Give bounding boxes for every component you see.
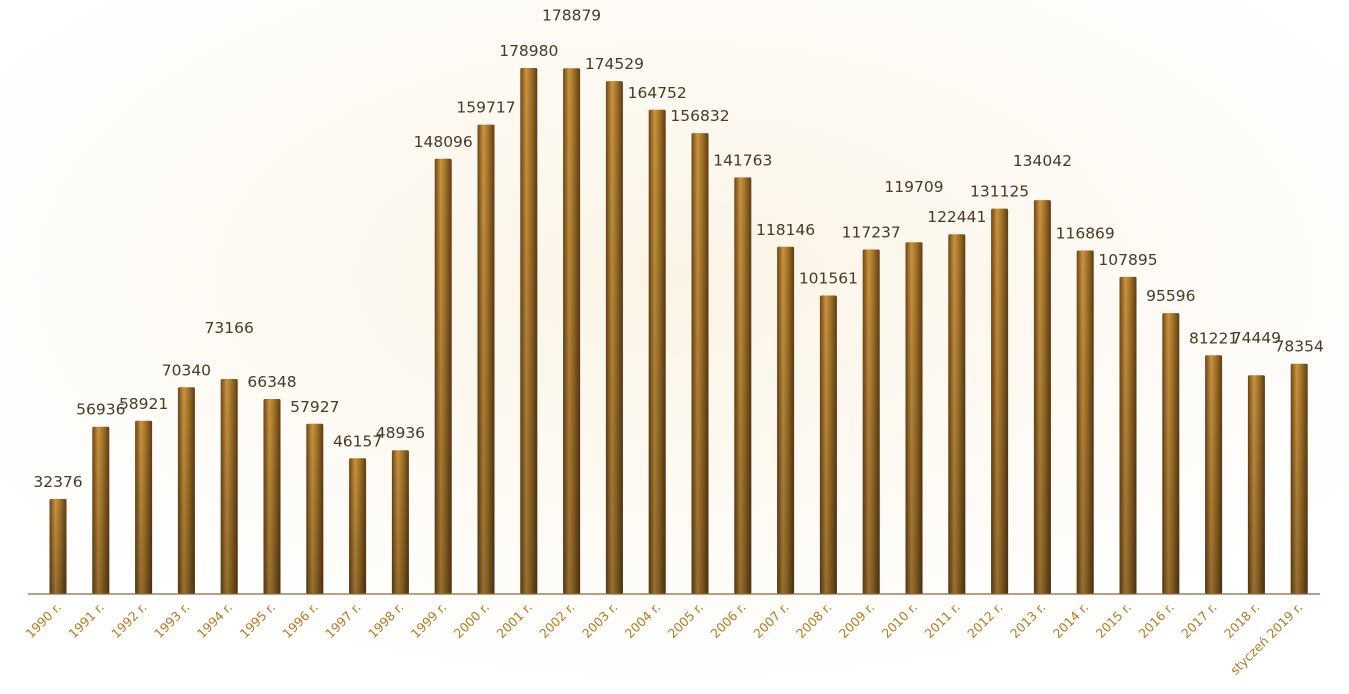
value-label-9: 148096 xyxy=(414,133,473,151)
value-label-4: 73166 xyxy=(205,319,254,337)
value-label-22: 131125 xyxy=(970,183,1029,201)
bar-shade-4 xyxy=(220,379,238,594)
bar-shade-20 xyxy=(905,242,923,594)
bar-shade-11 xyxy=(520,68,538,594)
value-label-12: 178879 xyxy=(542,6,601,24)
value-label-3: 70340 xyxy=(162,361,211,379)
bar-shade-5 xyxy=(263,399,281,594)
value-label-28: 74449 xyxy=(1232,329,1281,347)
bar-shade-3 xyxy=(177,387,195,594)
bar-shade-14 xyxy=(648,109,666,595)
value-label-15: 156832 xyxy=(670,107,729,125)
value-label-5: 66348 xyxy=(247,373,296,391)
value-label-8: 48936 xyxy=(376,424,425,442)
bar-shade-28 xyxy=(1247,375,1265,594)
value-label-21: 122441 xyxy=(927,208,986,226)
bar-shade-18 xyxy=(819,295,837,594)
bar-shade-22 xyxy=(991,208,1009,594)
value-label-17: 118146 xyxy=(756,221,815,239)
value-label-27: 81221 xyxy=(1189,329,1238,347)
value-label-0: 32376 xyxy=(33,473,82,491)
value-label-1: 56936 xyxy=(76,401,125,419)
value-label-7: 46157 xyxy=(333,432,382,450)
bar-shade-7 xyxy=(349,458,367,594)
value-label-11: 178980 xyxy=(499,42,558,60)
value-label-24: 116869 xyxy=(1056,225,1115,243)
bar-shade-23 xyxy=(1033,200,1051,594)
bar-shade-17 xyxy=(777,246,795,595)
value-label-25: 107895 xyxy=(1098,251,1157,269)
bar-shade-10 xyxy=(477,124,495,594)
value-label-16: 141763 xyxy=(713,151,772,169)
value-label-26: 95596 xyxy=(1146,287,1195,305)
value-label-20: 119709 xyxy=(884,178,943,196)
value-label-10: 159717 xyxy=(456,99,515,117)
bar-shade-0 xyxy=(49,498,67,594)
bar-shade-19 xyxy=(862,249,880,594)
bar-series xyxy=(49,68,1308,595)
bar-shade-2 xyxy=(135,420,153,594)
value-label-13: 174529 xyxy=(585,55,644,73)
value-label-6: 57927 xyxy=(290,398,339,416)
value-label-29: 78354 xyxy=(1275,338,1324,356)
bar-shade-25 xyxy=(1119,276,1137,594)
value-label-19: 117237 xyxy=(842,224,901,242)
bar-shade-21 xyxy=(948,234,966,594)
bar-shade-9 xyxy=(434,158,452,595)
value-label-14: 164752 xyxy=(628,84,687,102)
bar-shade-27 xyxy=(1205,355,1223,594)
bar-shade-8 xyxy=(391,450,409,594)
bar-shade-29 xyxy=(1290,363,1308,594)
bar-shade-26 xyxy=(1162,313,1180,594)
bar-shade-15 xyxy=(691,133,709,594)
bar-shade-13 xyxy=(605,81,623,595)
bar-shade-6 xyxy=(306,423,324,594)
bar-shade-12 xyxy=(563,68,581,595)
value-label-2: 58921 xyxy=(119,395,168,413)
value-label-23: 134042 xyxy=(1013,152,1072,170)
bar-shade-24 xyxy=(1076,250,1094,594)
bar-shade-16 xyxy=(734,177,752,594)
bar-shade-1 xyxy=(92,426,110,594)
value-label-18: 101561 xyxy=(799,270,858,288)
